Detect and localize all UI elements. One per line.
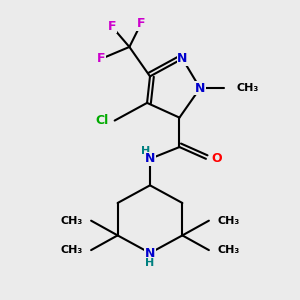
Text: CH₃: CH₃ [218, 216, 240, 226]
Text: N: N [145, 247, 155, 260]
Text: CH₃: CH₃ [60, 245, 82, 255]
Text: CH₃: CH₃ [237, 83, 259, 93]
Text: Cl: Cl [95, 114, 109, 127]
Text: F: F [137, 17, 146, 30]
Text: F: F [97, 52, 106, 65]
Text: CH₃: CH₃ [60, 216, 82, 226]
Text: H: H [141, 146, 150, 157]
Text: N: N [177, 52, 188, 65]
Text: F: F [107, 20, 116, 33]
Text: CH₃: CH₃ [218, 245, 240, 255]
Text: O: O [212, 152, 223, 165]
Text: H: H [146, 258, 154, 268]
Text: N: N [145, 152, 155, 165]
Text: N: N [195, 82, 205, 95]
